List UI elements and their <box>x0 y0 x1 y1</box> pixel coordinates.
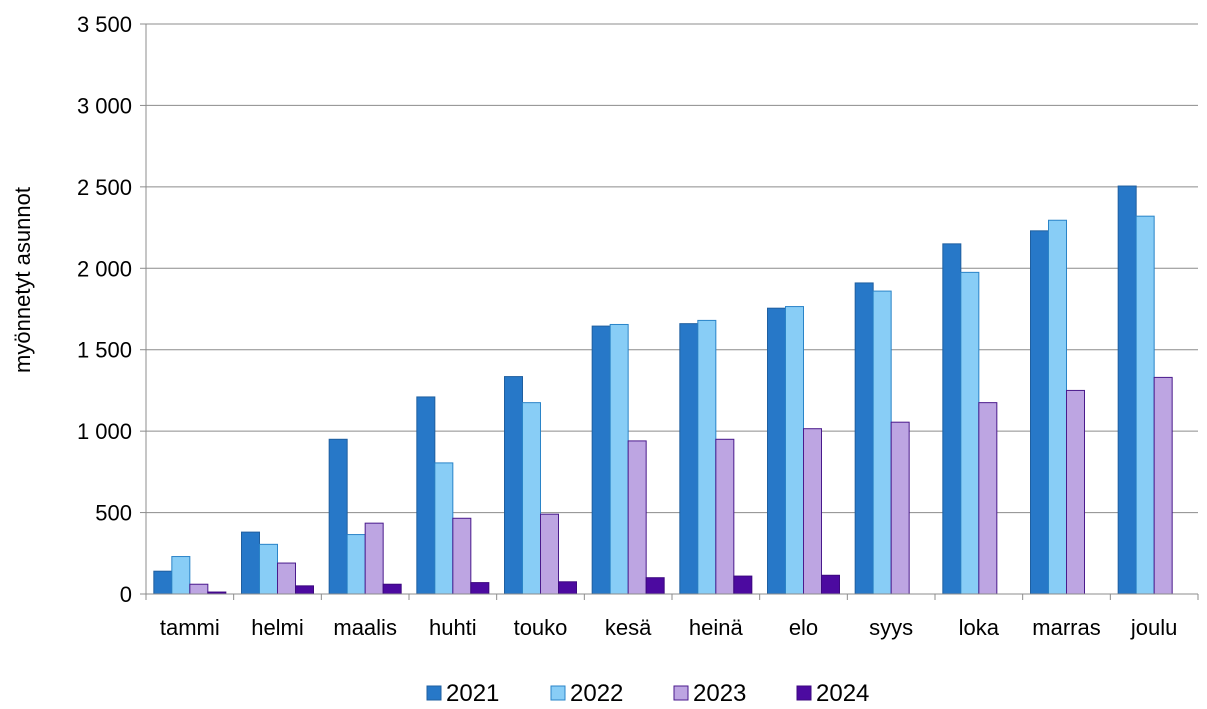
x-tick-label: heinä <box>689 615 744 640</box>
y-tick-label: 2 500 <box>77 175 132 200</box>
bar-2021-elo <box>767 307 786 595</box>
bar-2022-loka <box>960 271 980 595</box>
bar-2022-touko <box>522 402 541 595</box>
bar-2021-joulu <box>1117 185 1137 595</box>
bar-2024-elo <box>821 574 840 595</box>
bar-2021-marras <box>1030 230 1049 595</box>
x-tick-label: joulu <box>1130 615 1177 640</box>
bar-2023-touko <box>540 513 559 595</box>
axes <box>145 24 1199 600</box>
bar-2024-touko <box>558 581 577 595</box>
x-tick-label: elo <box>789 615 818 640</box>
y-tick-label: 500 <box>95 501 132 526</box>
bar-2021-helmi <box>241 531 260 595</box>
legend-label-2023: 2023 <box>693 680 746 707</box>
bar-2022-elo <box>785 306 804 595</box>
x-tick-label: kesä <box>605 615 652 640</box>
y-axis-ticks: 0 500 1 000 1 500 2 000 2 500 3 000 3 500 <box>77 12 146 607</box>
y-tick-label: 2 000 <box>77 256 132 281</box>
x-axis-categories: tammi helmi maalis huhti touko kesä heinä elo sy… <box>160 615 1178 640</box>
x-tick-label: helmi <box>251 615 304 640</box>
legend-swatch-2021 <box>426 685 442 701</box>
bar-2023-syys <box>890 421 910 595</box>
bar-2024-kesä <box>645 577 665 595</box>
x-tick-label: syys <box>869 615 913 640</box>
bar-2022-tammi <box>171 556 191 595</box>
bar-2022-heinä <box>697 319 717 595</box>
y-tick-label: 3 000 <box>77 93 132 118</box>
bar-2022-marras <box>1048 219 1067 595</box>
bar-2023-huhti <box>452 517 472 595</box>
x-tick-label: touko <box>514 615 568 640</box>
legend-label-2024: 2024 <box>816 680 869 707</box>
legend: 2021 2022 2023 2024 <box>426 680 869 707</box>
y-tick-label: 0 <box>120 582 132 607</box>
bar-2021-heinä <box>679 323 699 595</box>
bar-2021-syys <box>854 282 874 595</box>
bar-2022-huhti <box>434 462 454 595</box>
bar-2022-helmi <box>259 543 278 595</box>
bar-2023-joulu <box>1153 376 1173 595</box>
bar-2023-helmi <box>277 562 296 595</box>
legend-swatch-2024 <box>796 685 812 701</box>
bar-2021-touko <box>504 376 523 595</box>
legend-swatch-2023 <box>673 685 689 701</box>
x-tick-label: marras <box>1032 615 1100 640</box>
y-axis-label: myönnetyt asunnot <box>10 187 35 373</box>
x-tick-label: tammi <box>160 615 220 640</box>
y-tick-label: 1 500 <box>77 338 132 363</box>
legend-label-2022: 2022 <box>570 680 623 707</box>
bar-2022-syys <box>872 290 892 595</box>
y-tick-label: 3 500 <box>77 12 132 37</box>
bar-2022-kesä <box>609 323 629 595</box>
bar-2024-heinä <box>733 575 753 595</box>
x-tick-label: huhti <box>429 615 477 640</box>
bar-2023-marras <box>1066 389 1085 595</box>
bars <box>153 185 1173 595</box>
bar-2023-elo <box>803 428 822 595</box>
bar-2022-joulu <box>1135 215 1155 595</box>
bar-2021-tammi <box>153 570 173 595</box>
bar-2023-loka <box>978 402 998 595</box>
bar-2021-maalis <box>328 438 348 595</box>
legend-label-2021: 2021 <box>446 680 499 707</box>
bar-2021-kesä <box>591 325 611 595</box>
bar-2023-heinä <box>715 438 735 595</box>
gridlines <box>146 23 1198 514</box>
bar-2024-helmi <box>295 585 314 595</box>
legend-swatch-2022 <box>550 685 566 701</box>
x-tick-label: loka <box>959 615 1000 640</box>
bar-2021-huhti <box>416 396 436 595</box>
bar-2021-loka <box>942 243 962 595</box>
y-tick-label: 1 000 <box>77 419 132 444</box>
bar-2022-maalis <box>346 534 366 595</box>
x-tick-label: maalis <box>333 615 397 640</box>
bar-2023-tammi <box>189 583 209 595</box>
bar-2024-huhti <box>470 582 490 595</box>
bar-2023-maalis <box>364 522 384 595</box>
bar-2024-maalis <box>382 583 402 595</box>
bar-2023-kesä <box>627 440 647 595</box>
